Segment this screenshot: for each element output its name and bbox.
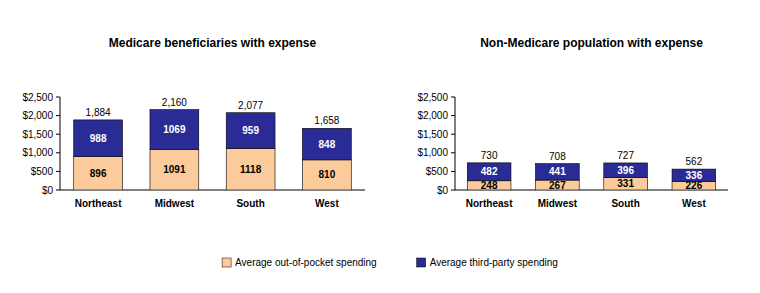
total-label: 562 — [686, 156, 703, 167]
bar-segment — [467, 181, 511, 190]
y-axis — [60, 97, 61, 190]
x-tick-label: West — [682, 198, 706, 209]
x-tick-label: Northeast — [466, 198, 513, 209]
y-tick-label: $1,500 — [22, 129, 53, 140]
bar-segment — [74, 157, 123, 190]
data-label: 267 — [549, 180, 566, 191]
legend-swatch — [222, 258, 231, 267]
data-label: 331 — [617, 178, 634, 189]
bar-segment — [226, 148, 275, 190]
y-tick — [451, 134, 455, 135]
y-tick — [56, 134, 60, 135]
data-label: 1118 — [240, 164, 262, 175]
bar-segment — [302, 160, 351, 190]
bars — [74, 110, 352, 190]
x-tick-label: South — [611, 198, 639, 209]
data-label: 810 — [319, 169, 336, 180]
total-label: 727 — [617, 150, 634, 161]
legend-label: Average out-of-pocket spending — [235, 257, 377, 268]
x-tick-label: Midwest — [538, 198, 578, 209]
y-tick — [451, 152, 455, 153]
data-labels: 248 482 730 267 441 708 331 396 727 226336 562 — [481, 150, 703, 191]
x-tick-label: Midwest — [155, 198, 195, 209]
total-label: 730 — [481, 150, 498, 161]
total-label: 1,658 — [314, 115, 339, 126]
data-label: 1069 — [163, 124, 186, 135]
y-tick-label: $1,500 — [417, 129, 448, 140]
bar-segment — [226, 113, 275, 149]
chart-title: Non-Medicare population with expense — [480, 36, 703, 50]
y-tick-label: $1,000 — [417, 147, 448, 158]
bar-segment — [604, 178, 648, 190]
data-label: 848 — [319, 139, 336, 150]
bar-segment — [536, 180, 580, 190]
data-label: 441 — [549, 166, 566, 177]
y-tick-label: $2,500 — [22, 92, 53, 103]
total-label: 708 — [549, 151, 566, 162]
bar-segment — [150, 110, 199, 150]
data-label: 226 — [686, 180, 703, 191]
chart: Non-Medicare population with expense $0 $5… — [417, 36, 728, 209]
data-label: 396 — [617, 165, 634, 176]
y-tick-label: $2,500 — [417, 92, 448, 103]
data-label: 959 — [242, 125, 259, 136]
data-labels: 896 988 1,884 1091 1069 2,160 1118 959 2,077 810 8… — [86, 97, 340, 181]
y-tick-label: $2,000 — [22, 110, 53, 121]
legend-swatch — [417, 258, 426, 267]
chart-root: Medicare beneficiaries with expense $0 $50… — [0, 0, 760, 293]
y-tick — [56, 97, 60, 98]
data-label: 482 — [481, 166, 498, 177]
x-tick-label: West — [315, 198, 339, 209]
data-label: 896 — [90, 168, 107, 179]
bar-segment — [302, 128, 351, 160]
bar-segment — [74, 120, 123, 157]
y-tick — [451, 171, 455, 172]
y-tick — [451, 190, 455, 191]
y-tick — [56, 152, 60, 153]
y-tick-label: $1,000 — [22, 147, 53, 158]
bar-segment — [672, 169, 716, 181]
y-tick — [56, 115, 60, 116]
bar-segment — [150, 149, 199, 190]
legend-label: Average third-party spending — [430, 257, 558, 268]
y-tick-label: $2,000 — [417, 110, 448, 121]
y-tick-label: $500 — [31, 166, 54, 177]
data-label: 336 — [686, 170, 703, 181]
bar-segment — [604, 163, 648, 178]
bars — [467, 163, 715, 190]
legend: Average out-of-pocket spending Average th… — [222, 257, 558, 268]
y-tick — [56, 171, 60, 172]
chart-svg: Medicare beneficiaries with expense $0 $50… — [0, 0, 760, 293]
data-label: 988 — [90, 133, 107, 144]
total-label: 1,884 — [86, 107, 111, 118]
y-tick — [56, 190, 60, 191]
bar-segment — [467, 163, 511, 181]
data-label: 1091 — [163, 164, 186, 175]
x-tick-label: Northeast — [75, 198, 122, 209]
x-tick-label: South — [236, 198, 264, 209]
y-axis — [455, 97, 456, 190]
y-tick-label: $500 — [426, 166, 449, 177]
y-tick-label: $0 — [437, 185, 449, 196]
chart: Medicare beneficiaries with expense $0 $50… — [22, 36, 365, 209]
y-tick — [451, 97, 455, 98]
bar-segment — [536, 164, 580, 180]
data-label: 248 — [481, 180, 498, 191]
total-label: 2,077 — [238, 100, 263, 111]
chart-title: Medicare beneficiaries with expense — [109, 36, 317, 50]
y-tick — [451, 115, 455, 116]
y-tick-label: $0 — [42, 185, 54, 196]
total-label: 2,160 — [162, 97, 187, 108]
